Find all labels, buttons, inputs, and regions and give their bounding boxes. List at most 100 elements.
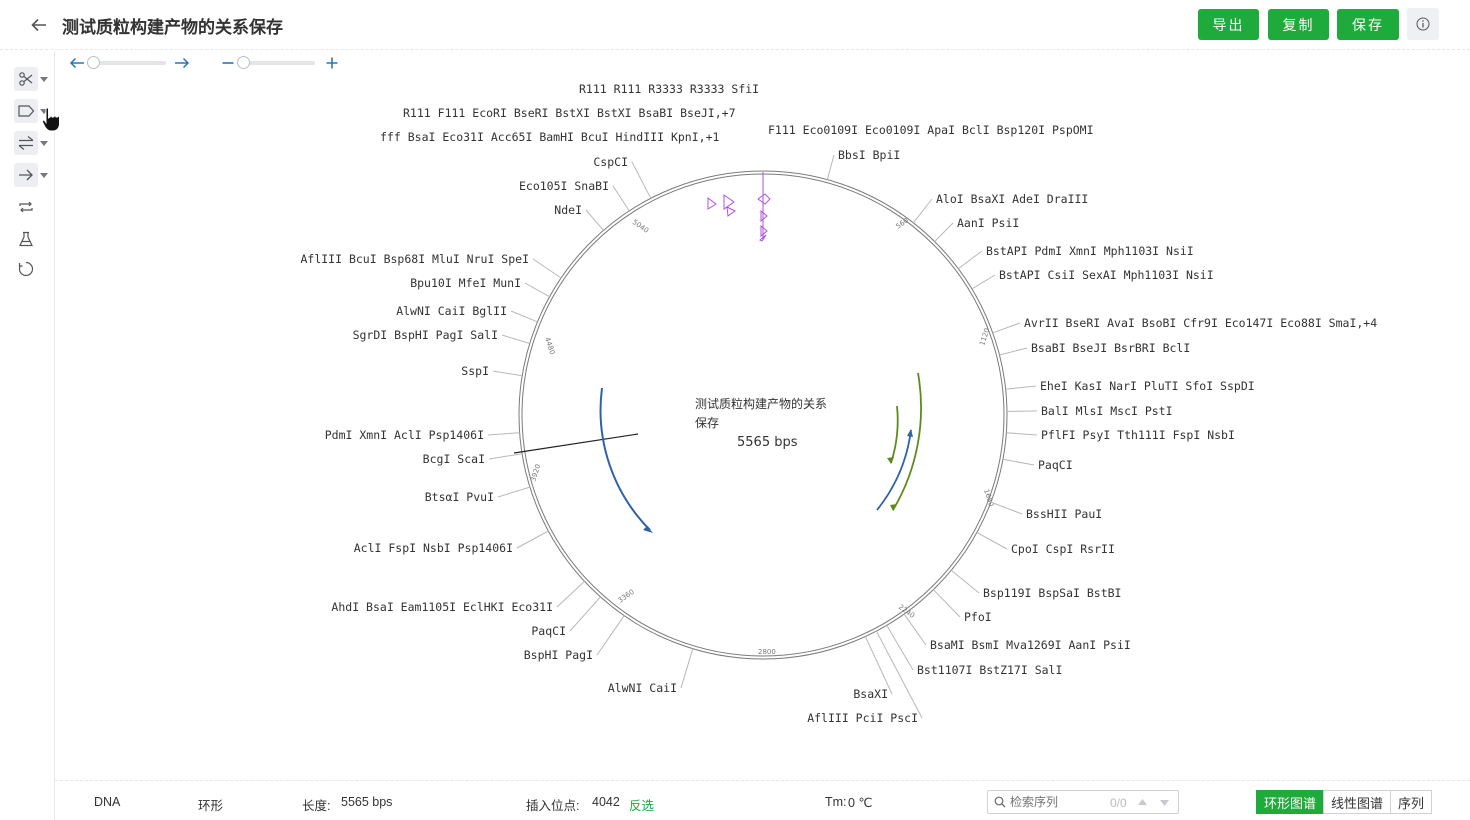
site-label[interactable]: PaqCI	[531, 624, 566, 638]
site-label[interactable]: BsaMI BsmI Mva1269I AanI PsiI	[930, 638, 1131, 652]
feature-tool-button[interactable]	[14, 99, 38, 123]
site-label[interactable]: BbsI BpiI	[838, 148, 900, 162]
site-leader-line	[875, 630, 923, 719]
search-next-icon[interactable]	[1160, 800, 1169, 806]
site-label[interactable]: Bsp119I BspSaI BstBI	[983, 586, 1121, 600]
tm-label: Tm:	[825, 795, 847, 809]
site-label[interactable]: AflIII BcuI Bsp68I MluI NruI SpeI	[300, 252, 529, 266]
zoom-slider-thumb[interactable]	[237, 56, 250, 69]
tab-linear-map[interactable]: 线性图谱	[1323, 790, 1391, 814]
feature-mark-5[interactable]	[760, 209, 768, 223]
flask-tool-button[interactable]	[14, 227, 38, 251]
invert-selection-link[interactable]: 反选	[629, 799, 655, 813]
site-label[interactable]: AlwNI CaiI BglII	[396, 304, 507, 318]
site-leader-line	[933, 589, 961, 618]
tab-circular-map[interactable]: 环形图谱	[1256, 790, 1324, 814]
loop-tool-button[interactable]	[14, 195, 38, 219]
site-label[interactable]: BstAPI PdmI XmnI Mph1103I NsiI	[986, 244, 1194, 258]
swap-tool-dropdown[interactable]	[40, 139, 48, 147]
rotation-slider-thumb[interactable]	[87, 56, 100, 69]
site-label[interactable]: AvrII BseRI AvaI BsoBI Cfr9I Eco147I Eco…	[1024, 316, 1377, 330]
site-label[interactable]: AhdI BsaI Eam1105I EclHKI Eco31I	[331, 600, 553, 614]
zoom-in-button[interactable]	[323, 54, 341, 72]
feature-arc-green-inner[interactable]	[890, 405, 899, 464]
cut-tool-dropdown[interactable]	[40, 75, 48, 83]
site-label[interactable]: PfoI	[964, 610, 992, 624]
site-label[interactable]: BalI MlsI MscI PstI	[1041, 404, 1173, 418]
site-label[interactable]: NdeI	[554, 203, 582, 217]
export-button[interactable]: 导出	[1198, 9, 1259, 40]
tab-sequence[interactable]: 序列	[1390, 790, 1432, 814]
arrow-left-icon	[69, 57, 84, 69]
site-leader-line	[492, 370, 523, 377]
feature-mark-1[interactable]	[707, 197, 717, 210]
feature-arc-green-outer[interactable]	[892, 372, 922, 511]
sequence-type: DNA	[94, 795, 121, 809]
site-label[interactable]: SspI	[461, 364, 489, 378]
site-leader-line	[1002, 458, 1035, 466]
tm-value: 0 ℃	[848, 796, 873, 810]
rotate-left-button[interactable]	[68, 54, 86, 72]
feature-arc-left[interactable]	[599, 387, 651, 531]
feature-mark-4[interactable]	[757, 193, 771, 205]
site-label[interactable]: PflFI PsyI Tth111I FspI NsbI	[1041, 428, 1235, 442]
direction-tool-dropdown[interactable]	[40, 171, 48, 179]
site-label[interactable]: AanI PsiI	[957, 216, 1019, 230]
feature-mark-6[interactable]	[760, 224, 768, 238]
site-leader-line	[487, 432, 520, 436]
rotate-right-button[interactable]	[173, 54, 191, 72]
site-leader-line	[596, 615, 625, 656]
site-label[interactable]: BssHII PauI	[1026, 507, 1102, 521]
rotate-tool-button[interactable]	[14, 257, 38, 281]
rotation-slider-track[interactable]	[88, 61, 166, 65]
search-prev-icon[interactable]	[1138, 799, 1147, 805]
site-leader-line	[864, 636, 893, 695]
feature-mark-2[interactable]	[723, 194, 735, 210]
length-label: 长度:	[302, 799, 331, 813]
site-label[interactable]: BsaXI	[853, 687, 888, 701]
site-label[interactable]: BcgI ScaI	[423, 452, 485, 466]
site-label[interactable]: EheI KasI NarI PluTI SfoI SspDI	[1040, 379, 1255, 393]
info-button[interactable]	[1407, 8, 1439, 40]
site-label[interactable]: PdmI XmnI AclI Psp1406I	[325, 428, 484, 442]
feature-label-eco0109-row: F111 Eco0109I Eco0109I ApaI BclI Bsp120I…	[768, 123, 1094, 137]
backbone-tick-label: 1680	[982, 488, 995, 507]
site-leader-line	[516, 530, 549, 549]
site-label[interactable]: CpoI CspI RsrII	[1011, 542, 1115, 556]
site-label[interactable]: AflIII PciI PscI	[807, 711, 918, 725]
site-label[interactable]: BspHI PagI	[524, 648, 593, 662]
feature-mark-3[interactable]	[726, 206, 736, 217]
site-label[interactable]: CspCI	[593, 155, 628, 169]
circular-map-view[interactable]: 560 1120 1680 2240 2800 3360 3920 4480 5040 测试质粒…	[55, 70, 1470, 778]
zoom-out-button[interactable]	[219, 54, 237, 72]
site-label[interactable]: BstAPI CsiI SexAI Mph1103I NsiI	[999, 268, 1214, 282]
cut-tool-button[interactable]	[14, 67, 38, 91]
site-leader-line	[680, 648, 694, 689]
site-label[interactable]: AlwNI CaiI	[608, 681, 677, 695]
feature-arc-blue-right[interactable]	[876, 429, 912, 511]
direction-tool-button[interactable]	[14, 163, 38, 187]
arrow-right-icon	[19, 169, 33, 181]
site-label[interactable]: AloI BsaXI AdeI DraIII	[936, 192, 1088, 206]
restriction-site-labels: CspCI Eco105I SnaBI NdeI BbsI BpiI AloI BsaX…	[300, 148, 1377, 725]
site-label[interactable]: Bpu10I MfeI MunI	[410, 276, 521, 290]
zoom-slider-track[interactable]	[237, 61, 315, 65]
save-button[interactable]: 保存	[1337, 9, 1399, 40]
swap-tool-button[interactable]	[14, 131, 38, 155]
site-label[interactable]: SgrDI BspHI PagI SalI	[353, 328, 498, 342]
site-label[interactable]: Bst1107I BstZ17I SalI	[917, 663, 1062, 677]
site-label[interactable]: AclI FspI NsbI Psp1406I	[354, 541, 513, 555]
backbone-tick-label: 5040	[631, 218, 650, 235]
site-label[interactable]: BsaBI BseJI BsrBRI BclI	[1031, 341, 1190, 355]
sequence-search-input[interactable]	[1010, 793, 1100, 811]
site-label[interactable]: Eco105I SnaBI	[519, 179, 609, 193]
back-button[interactable]	[26, 12, 52, 38]
site-label[interactable]: BtsαI PvuI	[425, 490, 494, 504]
scissors-icon	[19, 72, 33, 86]
repeat-icon	[19, 201, 33, 213]
site-leader-line	[631, 161, 652, 199]
copy-button[interactable]: 复制	[1268, 9, 1329, 40]
site-label[interactable]: PaqCI	[1038, 458, 1073, 472]
site-leader-line	[913, 198, 933, 224]
